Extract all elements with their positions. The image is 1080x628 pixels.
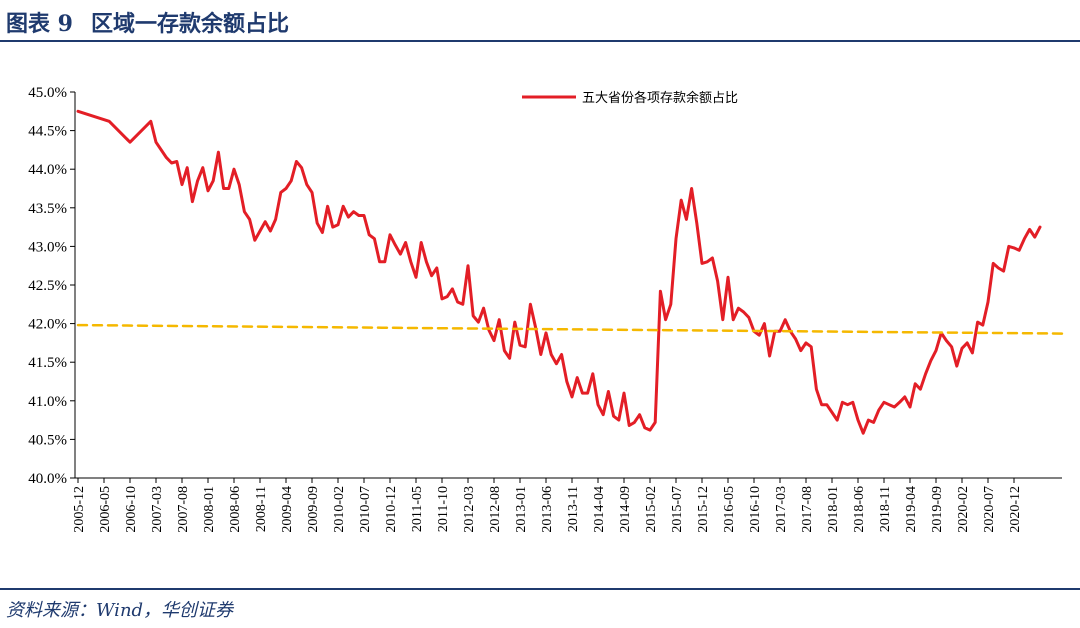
chart-title: 图表 9 区域一存款余额占比 (6, 6, 289, 38)
x-tick-label: 2011-05 (410, 486, 425, 532)
x-tick-label: 2015-02 (644, 486, 659, 533)
figure-caption: 区域一存款余额占比 (90, 11, 289, 37)
y-tick-label: 40.5% (28, 432, 67, 448)
x-tick-label: 2014-04 (592, 486, 607, 533)
x-tick-label: 2020-02 (956, 486, 971, 533)
x-tick-label: 2008-11 (254, 486, 269, 532)
x-tick-label: 2009-09 (306, 486, 321, 533)
x-tick-label: 2014-09 (618, 486, 633, 533)
y-tick-label: 41.5% (28, 355, 67, 371)
y-tick-label: 42.0% (28, 317, 67, 333)
y-tick-label: 42.5% (28, 278, 67, 294)
x-tick-label: 2006-05 (98, 486, 113, 533)
y-tick-label: 40.0% (28, 471, 67, 487)
x-tick-label: 2019-09 (930, 486, 945, 533)
x-tick-label: 2020-12 (1008, 486, 1023, 533)
y-tick-label: 43.5% (28, 201, 67, 217)
x-tick-label: 2010-07 (358, 486, 373, 533)
figure-number: 图表 9 (6, 11, 73, 37)
x-tick-label: 2017-03 (774, 486, 789, 533)
x-tick-label: 2018-06 (852, 486, 867, 533)
x-tick-label: 2012-03 (462, 486, 477, 533)
x-tick-label: 2009-04 (280, 486, 295, 533)
x-tick-label: 2013-01 (514, 486, 529, 533)
y-tick-label: 41.0% (28, 394, 67, 410)
x-tick-label: 2006-10 (124, 486, 139, 533)
x-tick-label: 2011-10 (436, 486, 451, 532)
x-tick-label: 2017-08 (800, 486, 815, 533)
x-tick-label: 2005-12 (72, 486, 87, 533)
x-tick-label: 2018-01 (826, 486, 841, 533)
series-line (76, 109, 1042, 435)
x-tick-label: 2016-05 (722, 486, 737, 533)
x-tick-label: 2016-10 (748, 486, 763, 533)
x-tick-label: 2008-06 (228, 486, 243, 533)
x-tick-label: 2020-07 (982, 486, 997, 533)
x-tick-label: 2007-03 (150, 486, 165, 533)
x-tick-label: 2019-04 (904, 486, 919, 533)
line-chart: 40.0% 40.5% 41.0% 41.5% 42.0% 42.5% 43.0% 43.5%… (28, 85, 1068, 533)
x-tick-label: 2015-07 (670, 486, 685, 533)
y-tick-label: 43.0% (28, 239, 67, 255)
chart-header: 图表 9 区域一存款余额占比 (0, 0, 1080, 42)
y-tick-label: 44.5% (28, 124, 67, 140)
x-tick-label: 2015-12 (696, 486, 711, 533)
x-tick-label: 2012-08 (488, 486, 503, 533)
x-tick-label: 2013-06 (540, 486, 555, 533)
trend-line (76, 323, 1068, 335)
chart-footer: 资料来源：Wind，华创证券 (0, 588, 1080, 628)
x-tick-label: 2008-01 (202, 486, 217, 533)
x-tick-label: 2010-12 (384, 486, 399, 533)
source-note: 资料来源：Wind，华创证券 (6, 600, 234, 621)
x-tick-label: 2010-02 (332, 486, 347, 533)
x-tick-label: 2013-11 (566, 486, 581, 532)
y-tick-label: 44.0% (28, 162, 67, 178)
x-tick-label: 2007-08 (176, 486, 191, 533)
legend-label: 五大省份各项存款余额占比 (582, 90, 738, 106)
y-tick-label: 45.0% (28, 85, 67, 101)
x-tick-label: 2018-11 (878, 486, 893, 532)
